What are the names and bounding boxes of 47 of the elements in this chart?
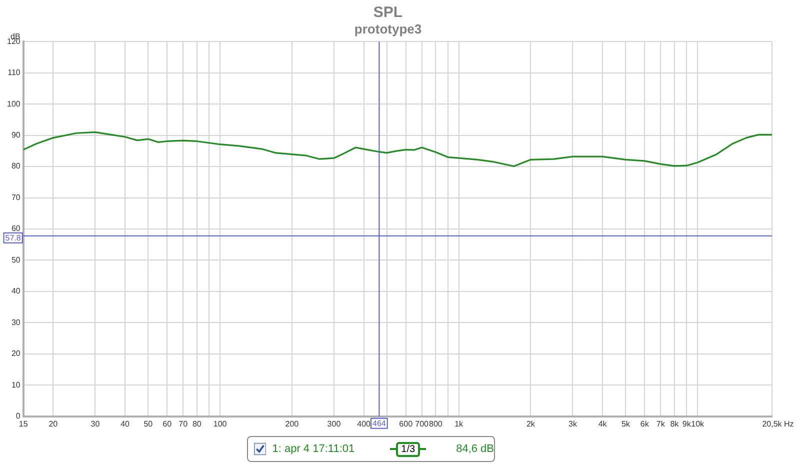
x-tick-label: 9k (682, 419, 692, 428)
ref-line-label: 57.8 (5, 234, 22, 243)
ref-line-label: 464 (372, 419, 386, 428)
x-tick-label: 15 (18, 419, 28, 428)
x-tick-label: 50 (144, 419, 154, 428)
y-tick-label: 20 (11, 349, 21, 358)
y-tick-label: 60 (11, 224, 21, 234)
y-tick-label: 90 (11, 130, 21, 140)
x-tick-label: 7k (656, 419, 666, 428)
x-tick-label: 8k (670, 419, 680, 428)
x-tick-label: 20 (48, 419, 58, 428)
x-tick-label: 100 (213, 419, 228, 428)
x-tick-label: 30 (90, 419, 100, 428)
y-tick-label: 80 (11, 162, 21, 171)
x-tick-label: 400 (357, 419, 372, 428)
y-tick-label: 30 (11, 318, 21, 327)
x-tick-label: 5k (621, 419, 631, 428)
y-tick-label: 0 (16, 412, 21, 421)
x-tick-label: 800 (428, 419, 443, 428)
chart-subtitle: prototype3 (354, 21, 422, 36)
x-axis-title: Hz (784, 420, 794, 429)
x-tick-label: 80 (192, 419, 202, 428)
x-tick-label: 4k (598, 419, 608, 428)
x-tick-label: 1k (454, 419, 464, 428)
x-tick-label: 70 (178, 419, 188, 428)
x-tick-label: 3k (568, 419, 578, 428)
y-tick-label: 120 (6, 36, 21, 46)
text: 1/3 (396, 442, 420, 456)
chart-title: SPL (373, 4, 403, 22)
y-tick-label: 100 (6, 99, 21, 108)
x-tick-label: 700 (415, 419, 430, 428)
x-tick-label: 40 (120, 419, 130, 428)
y-tick-label: 40 (11, 286, 21, 296)
x-tick-label: 10k (691, 419, 706, 428)
text: 1: apr 4 17:11:01 (272, 443, 356, 455)
x-tick-label: 60 (162, 419, 172, 428)
y-tick-label: 70 (11, 192, 21, 202)
x-tick-label: 2k (526, 419, 536, 428)
x-tick-label: 300 (327, 419, 342, 428)
y-tick-label: 10 (11, 380, 21, 390)
y-tick-label: 110 (8, 68, 21, 78)
x-tick-label: 6k (640, 419, 650, 428)
x-tick-label: 200 (285, 419, 300, 428)
y-tick-label: 50 (11, 255, 21, 264)
text: 84,6 dB (456, 443, 494, 455)
x-tick-label: 20,5k (762, 419, 783, 428)
x-tick-label: 600 (399, 419, 414, 428)
